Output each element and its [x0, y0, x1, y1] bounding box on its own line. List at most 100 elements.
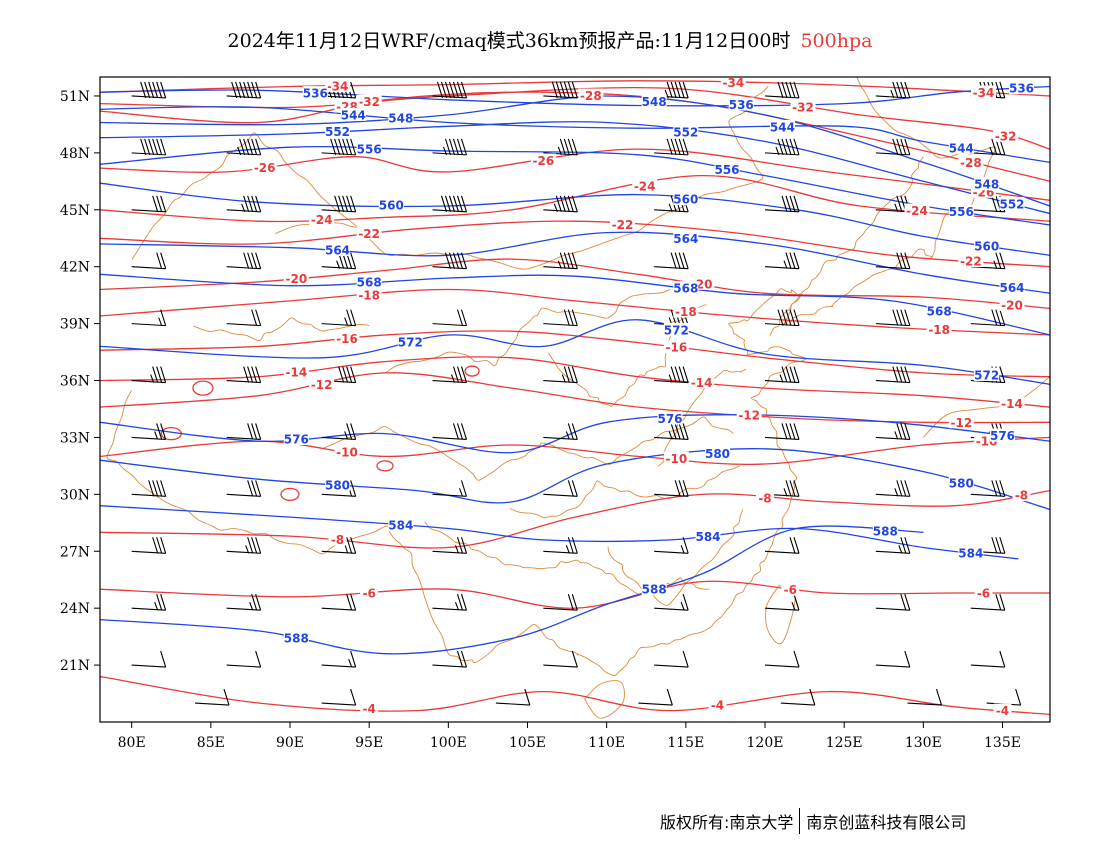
y-tick-label: 36N — [60, 374, 90, 390]
barb-flag — [346, 138, 353, 156]
temperature-contour-label-bg — [708, 697, 727, 711]
barb-shaft — [543, 664, 578, 668]
barb-half-flag — [565, 545, 570, 554]
barb-shaft — [970, 209, 1005, 213]
barb-half-flag — [775, 146, 780, 156]
barb-flag — [448, 252, 456, 269]
barb-flag — [452, 366, 460, 383]
height-contour-label: 568 — [927, 305, 952, 319]
barb-flag — [900, 537, 907, 554]
barb-flag — [160, 480, 167, 497]
barb-flag — [251, 252, 258, 269]
wind-barb — [131, 480, 167, 497]
barb-half-flag — [154, 601, 159, 611]
wind-barb — [875, 650, 911, 668]
barb-shaft — [432, 493, 467, 497]
barb-flag — [991, 537, 998, 554]
barb-shaft — [131, 493, 166, 497]
height-contour-label: 548 — [642, 95, 667, 109]
height-contour-label: 552 — [673, 126, 698, 140]
barb-shaft — [131, 209, 166, 213]
barb-shaft — [226, 664, 261, 668]
barb-flag — [346, 537, 353, 554]
temperature-contour-label-bg — [610, 217, 635, 231]
height-contour-line — [100, 231, 1050, 294]
barb-flag — [559, 138, 566, 156]
wind-barb — [321, 650, 357, 668]
barb-half-flag — [458, 488, 464, 497]
barb-flag — [682, 480, 689, 497]
temperature-contour-label: -22 — [960, 255, 982, 269]
barb-flag — [678, 423, 685, 440]
barb-shaft — [131, 95, 166, 99]
barb-flag — [567, 309, 574, 326]
x-tick-label: 110E — [588, 735, 625, 751]
wind-barb — [654, 594, 689, 611]
barb-flag — [991, 309, 998, 326]
height-contour-label: 576 — [657, 412, 682, 426]
wind-barb — [764, 537, 800, 554]
height-contour-label-bg — [641, 94, 667, 108]
barb-flag — [567, 138, 574, 156]
barb-flag — [896, 252, 903, 269]
barb-shaft — [764, 664, 800, 668]
wind-barb — [321, 594, 357, 611]
boundary-line — [385, 289, 671, 374]
barb-flag — [999, 480, 1006, 497]
temperature-contour-label: -8 — [331, 533, 344, 547]
height-contour-label-bg — [340, 107, 366, 121]
barb-flag — [460, 366, 468, 383]
wind-barb — [638, 688, 673, 706]
temperature-contour-label: -32 — [792, 100, 814, 114]
barb-shaft — [543, 550, 578, 554]
barb-shaft — [321, 209, 356, 213]
barb-flag — [781, 81, 788, 99]
barb-flag — [448, 81, 456, 99]
barb-flag — [809, 688, 816, 706]
barb-flag — [781, 366, 788, 383]
barb-shaft — [543, 436, 578, 440]
barb-flag — [251, 81, 258, 99]
wind-barb — [432, 309, 468, 327]
temperature-contour-label-bg — [904, 203, 930, 217]
wind-barb — [654, 138, 689, 156]
wind-barb — [321, 138, 357, 156]
barb-flag — [247, 81, 254, 99]
height-contour-label: 588 — [642, 583, 667, 597]
barb-flag — [334, 195, 341, 212]
barb-flag — [999, 650, 1006, 668]
height-contour-label-bg — [958, 546, 984, 560]
barb-shaft — [432, 550, 467, 554]
barb-half-flag — [561, 374, 566, 383]
barb-shaft — [226, 209, 261, 213]
height-contour-label: 560 — [673, 193, 698, 207]
barb-flag — [793, 195, 800, 212]
wind-barb — [543, 309, 578, 327]
barb-flag — [900, 252, 907, 269]
barb-flag — [670, 138, 677, 156]
temperature-contour-label: -12 — [311, 378, 333, 392]
height-contour-label: 536 — [729, 98, 754, 112]
temperature-contour-label-bg — [309, 377, 335, 391]
barb-shaft — [226, 152, 261, 156]
barb-flag — [152, 480, 159, 497]
barb-shaft — [654, 607, 689, 611]
barb-shaft — [321, 607, 356, 611]
barb-shaft — [875, 436, 910, 440]
barb-flag — [247, 195, 254, 212]
barb-half-flag — [344, 431, 349, 440]
barb-shaft — [654, 209, 689, 213]
barb-flag — [342, 138, 349, 156]
temperature-contour-label: -34 — [722, 76, 744, 90]
barb-flag — [793, 309, 800, 326]
barb-flag — [452, 195, 460, 212]
barb-shaft — [764, 323, 800, 327]
temperature-contour-label: -24 — [311, 213, 333, 227]
barb-flag — [678, 81, 685, 99]
barb-flag — [793, 366, 800, 383]
barb-half-flag — [348, 658, 353, 668]
barb-shaft — [780, 702, 815, 706]
wind-barb — [226, 594, 262, 611]
barb-flag — [440, 81, 448, 99]
height-contour-label-bg — [974, 367, 1000, 381]
